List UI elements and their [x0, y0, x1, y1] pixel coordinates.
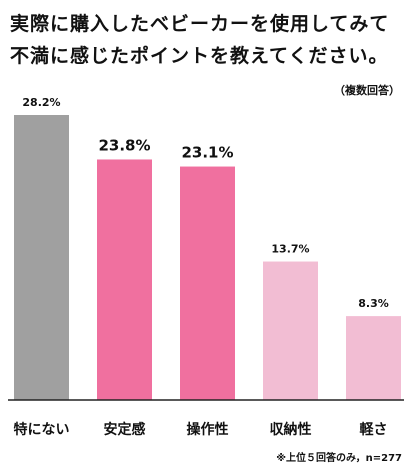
multiple-answer-note: （複数回答） [334, 84, 400, 97]
title-line-2: 不満に感じたポイントを教えてください。 [10, 45, 389, 67]
chart-title: 実際に購入したベビーカーを使用してみて 不満に感じたポイントを教えてください。 [10, 8, 389, 72]
category-label-5: 軽さ [360, 421, 388, 438]
title-line-1: 実際に購入したベビーカーを使用してみて [10, 13, 390, 35]
value-label-5: 8.3% [358, 297, 389, 310]
category-label-4: 収納性 [270, 421, 312, 438]
category-label-3: 操作性 [187, 421, 229, 438]
bar-4 [263, 261, 318, 400]
sample-footnote: ※上位５回答のみ，n=277 [276, 453, 402, 464]
value-label-4: 13.7% [271, 243, 309, 256]
category-label-1: 特にない [14, 421, 70, 438]
value-label-3: 23.1% [181, 144, 233, 162]
value-label-2: 23.8% [98, 136, 150, 154]
category-label-2: 安定感 [104, 421, 146, 438]
bar-5 [346, 316, 401, 400]
bar-2 [97, 159, 152, 400]
bar-1 [14, 115, 69, 400]
value-label-1: 28.2% [22, 96, 60, 109]
bar-3 [180, 166, 235, 400]
